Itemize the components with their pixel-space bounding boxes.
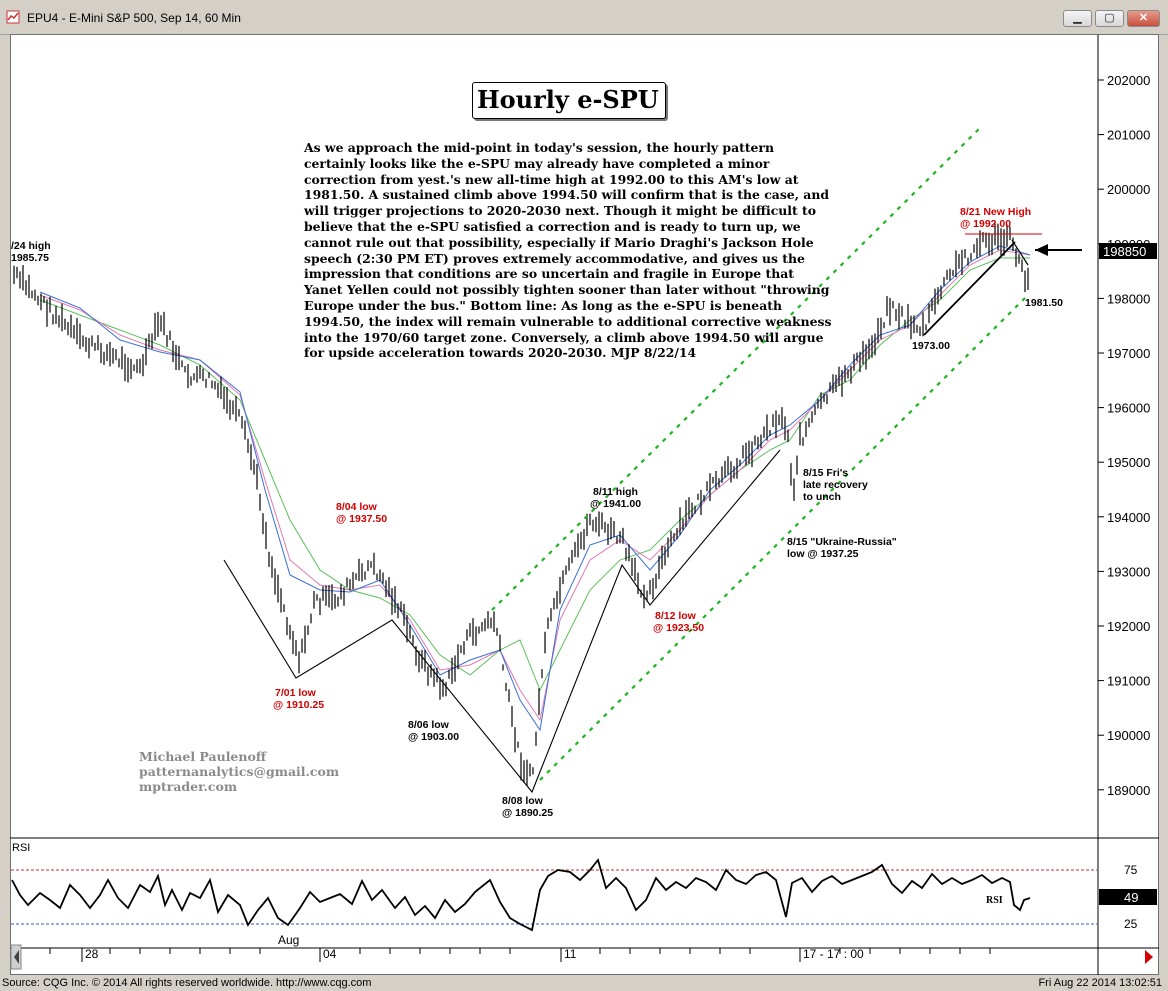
label-aug12-low-value: @ 1923.50 <box>653 622 704 634</box>
price-tick-label: 201000 <box>1107 128 1150 143</box>
label-aug11-high-value: @ 1941.00 <box>590 498 641 510</box>
price-tick-label: 189000 <box>1107 783 1150 798</box>
label-aug15-ukraine-value: low @ 1937.25 <box>787 548 859 560</box>
close-button[interactable]: ✕ <box>1127 10 1160 27</box>
analysis-text: As we approach the mid-point in today's … <box>304 140 832 361</box>
author-site: mptrader.com <box>139 779 238 794</box>
time-tick-label: 28 <box>85 947 99 961</box>
label-aug15-ukraine: 8/15 "Ukraine-Russia" <box>787 536 897 548</box>
rsi-panel-label: RSI <box>12 842 30 854</box>
label-jul24-high: /24 high <box>11 240 51 252</box>
time-axis: 28 Aug 04 11 17 - 17 : 00 <box>49 933 991 962</box>
author-watermark: Michael Paulenoff patternanalytics@gmail… <box>139 749 339 794</box>
current-price-value: 198850 <box>1103 244 1146 259</box>
chart-app-icon <box>6 10 20 24</box>
label-aug04-low: 8/04 low <box>336 501 378 513</box>
label-aug12-low: 8/12 low <box>655 610 697 622</box>
chart-title: Hourly e-SPU <box>472 82 666 119</box>
label-low-1973: 1973.00 <box>912 340 950 352</box>
label-aug15-recovery-3: to unch <box>803 491 841 503</box>
label-low-1981: 1981.50 <box>1025 297 1063 309</box>
maximize-button[interactable]: ▢ <box>1095 10 1124 27</box>
label-aug15-recovery-1: 8/15 Fri's <box>803 467 848 479</box>
label-aug21-high: 8/21 New High <box>960 206 1031 218</box>
price-tick-label: 191000 <box>1107 674 1150 689</box>
price-tick-label: 196000 <box>1107 401 1150 416</box>
price-tick-label: 190000 <box>1107 728 1150 743</box>
price-bars <box>13 223 1029 786</box>
label-aug06-low-value: @ 1903.00 <box>408 731 459 743</box>
price-tick-label: 200000 <box>1107 182 1150 197</box>
label-aug11-high: 8/11 high <box>593 486 638 498</box>
label-aug21-high-value: @ 1992.00 <box>960 218 1011 230</box>
price-tick-label: 194000 <box>1107 510 1150 525</box>
window-titlebar: EPU4 - E-Mini S&P 500, Sep 14, 60 Min ▁ … <box>0 0 1168 35</box>
price-tick-label: 195000 <box>1107 455 1150 470</box>
time-tick-label: 04 <box>323 947 337 961</box>
rsi-line <box>11 858 1031 932</box>
label-aug15-recovery-2: late recovery <box>803 479 868 491</box>
label-aug08-low: 8/08 low <box>502 795 544 807</box>
rsi-series-label: RSI <box>986 895 1003 906</box>
price-axis: 2020002010002000001990001980001970001960… <box>1098 73 1150 798</box>
minimize-button[interactable]: ▁ <box>1063 10 1092 27</box>
label-aug04-low-value: @ 1937.50 <box>336 513 387 525</box>
status-bar: Source: CQG Inc. © 2014 All rights reser… <box>0 975 1168 991</box>
time-tick-label: 17 - 17 : 00 <box>803 947 864 961</box>
label-aug08-low-value: @ 1890.25 <box>502 807 553 819</box>
wave-line-recent-2 <box>1011 239 1029 266</box>
label-jul01-low: 7/01 low <box>275 687 317 699</box>
time-tick-label: Aug <box>278 933 299 947</box>
price-tick-label: 193000 <box>1107 564 1150 579</box>
upper-channel-line <box>491 127 981 611</box>
price-tick-label: 202000 <box>1107 73 1150 88</box>
window-title: EPU4 - E-Mini S&P 500, Sep 14, 60 Min <box>27 11 241 25</box>
scroll-left-icon <box>14 950 19 964</box>
author-email: patternanalytics@gmail.com <box>139 764 340 779</box>
author-name: Michael Paulenoff <box>139 749 267 764</box>
scroll-right-icon[interactable] <box>1145 950 1153 964</box>
current-price-box <box>1099 243 1157 259</box>
time-tick-label: 11 <box>564 947 577 961</box>
wave-line-recent <box>923 241 1016 336</box>
label-aug06-low: 8/06 low <box>408 719 450 731</box>
price-tick-label: 197000 <box>1107 346 1150 361</box>
rsi-tick-25: 25 <box>1124 917 1138 931</box>
price-tick-label: 192000 <box>1107 619 1150 634</box>
label-jul24-high-value: 1985.75 <box>11 252 49 264</box>
timestamp-text: Fri Aug 22 2014 13:02:51 <box>1038 977 1162 989</box>
rsi-value: 49 <box>1124 890 1138 905</box>
lower-channel-line <box>539 297 1026 781</box>
label-jul01-low-value: @ 1910.25 <box>273 699 324 711</box>
source-text: Source: CQG Inc. © 2014 All rights reser… <box>2 977 372 989</box>
wave-line <box>223 449 781 794</box>
analysis-annotation: As we approach the mid-point in today's … <box>304 140 834 361</box>
current-price-arrow <box>1035 244 1082 256</box>
rsi-tick-75: 75 <box>1124 863 1138 877</box>
chart-frame <box>10 34 1159 975</box>
ma-blue-line <box>39 245 1031 732</box>
rsi-value-box <box>1099 889 1157 905</box>
price-tick-label: 198000 <box>1107 291 1150 306</box>
